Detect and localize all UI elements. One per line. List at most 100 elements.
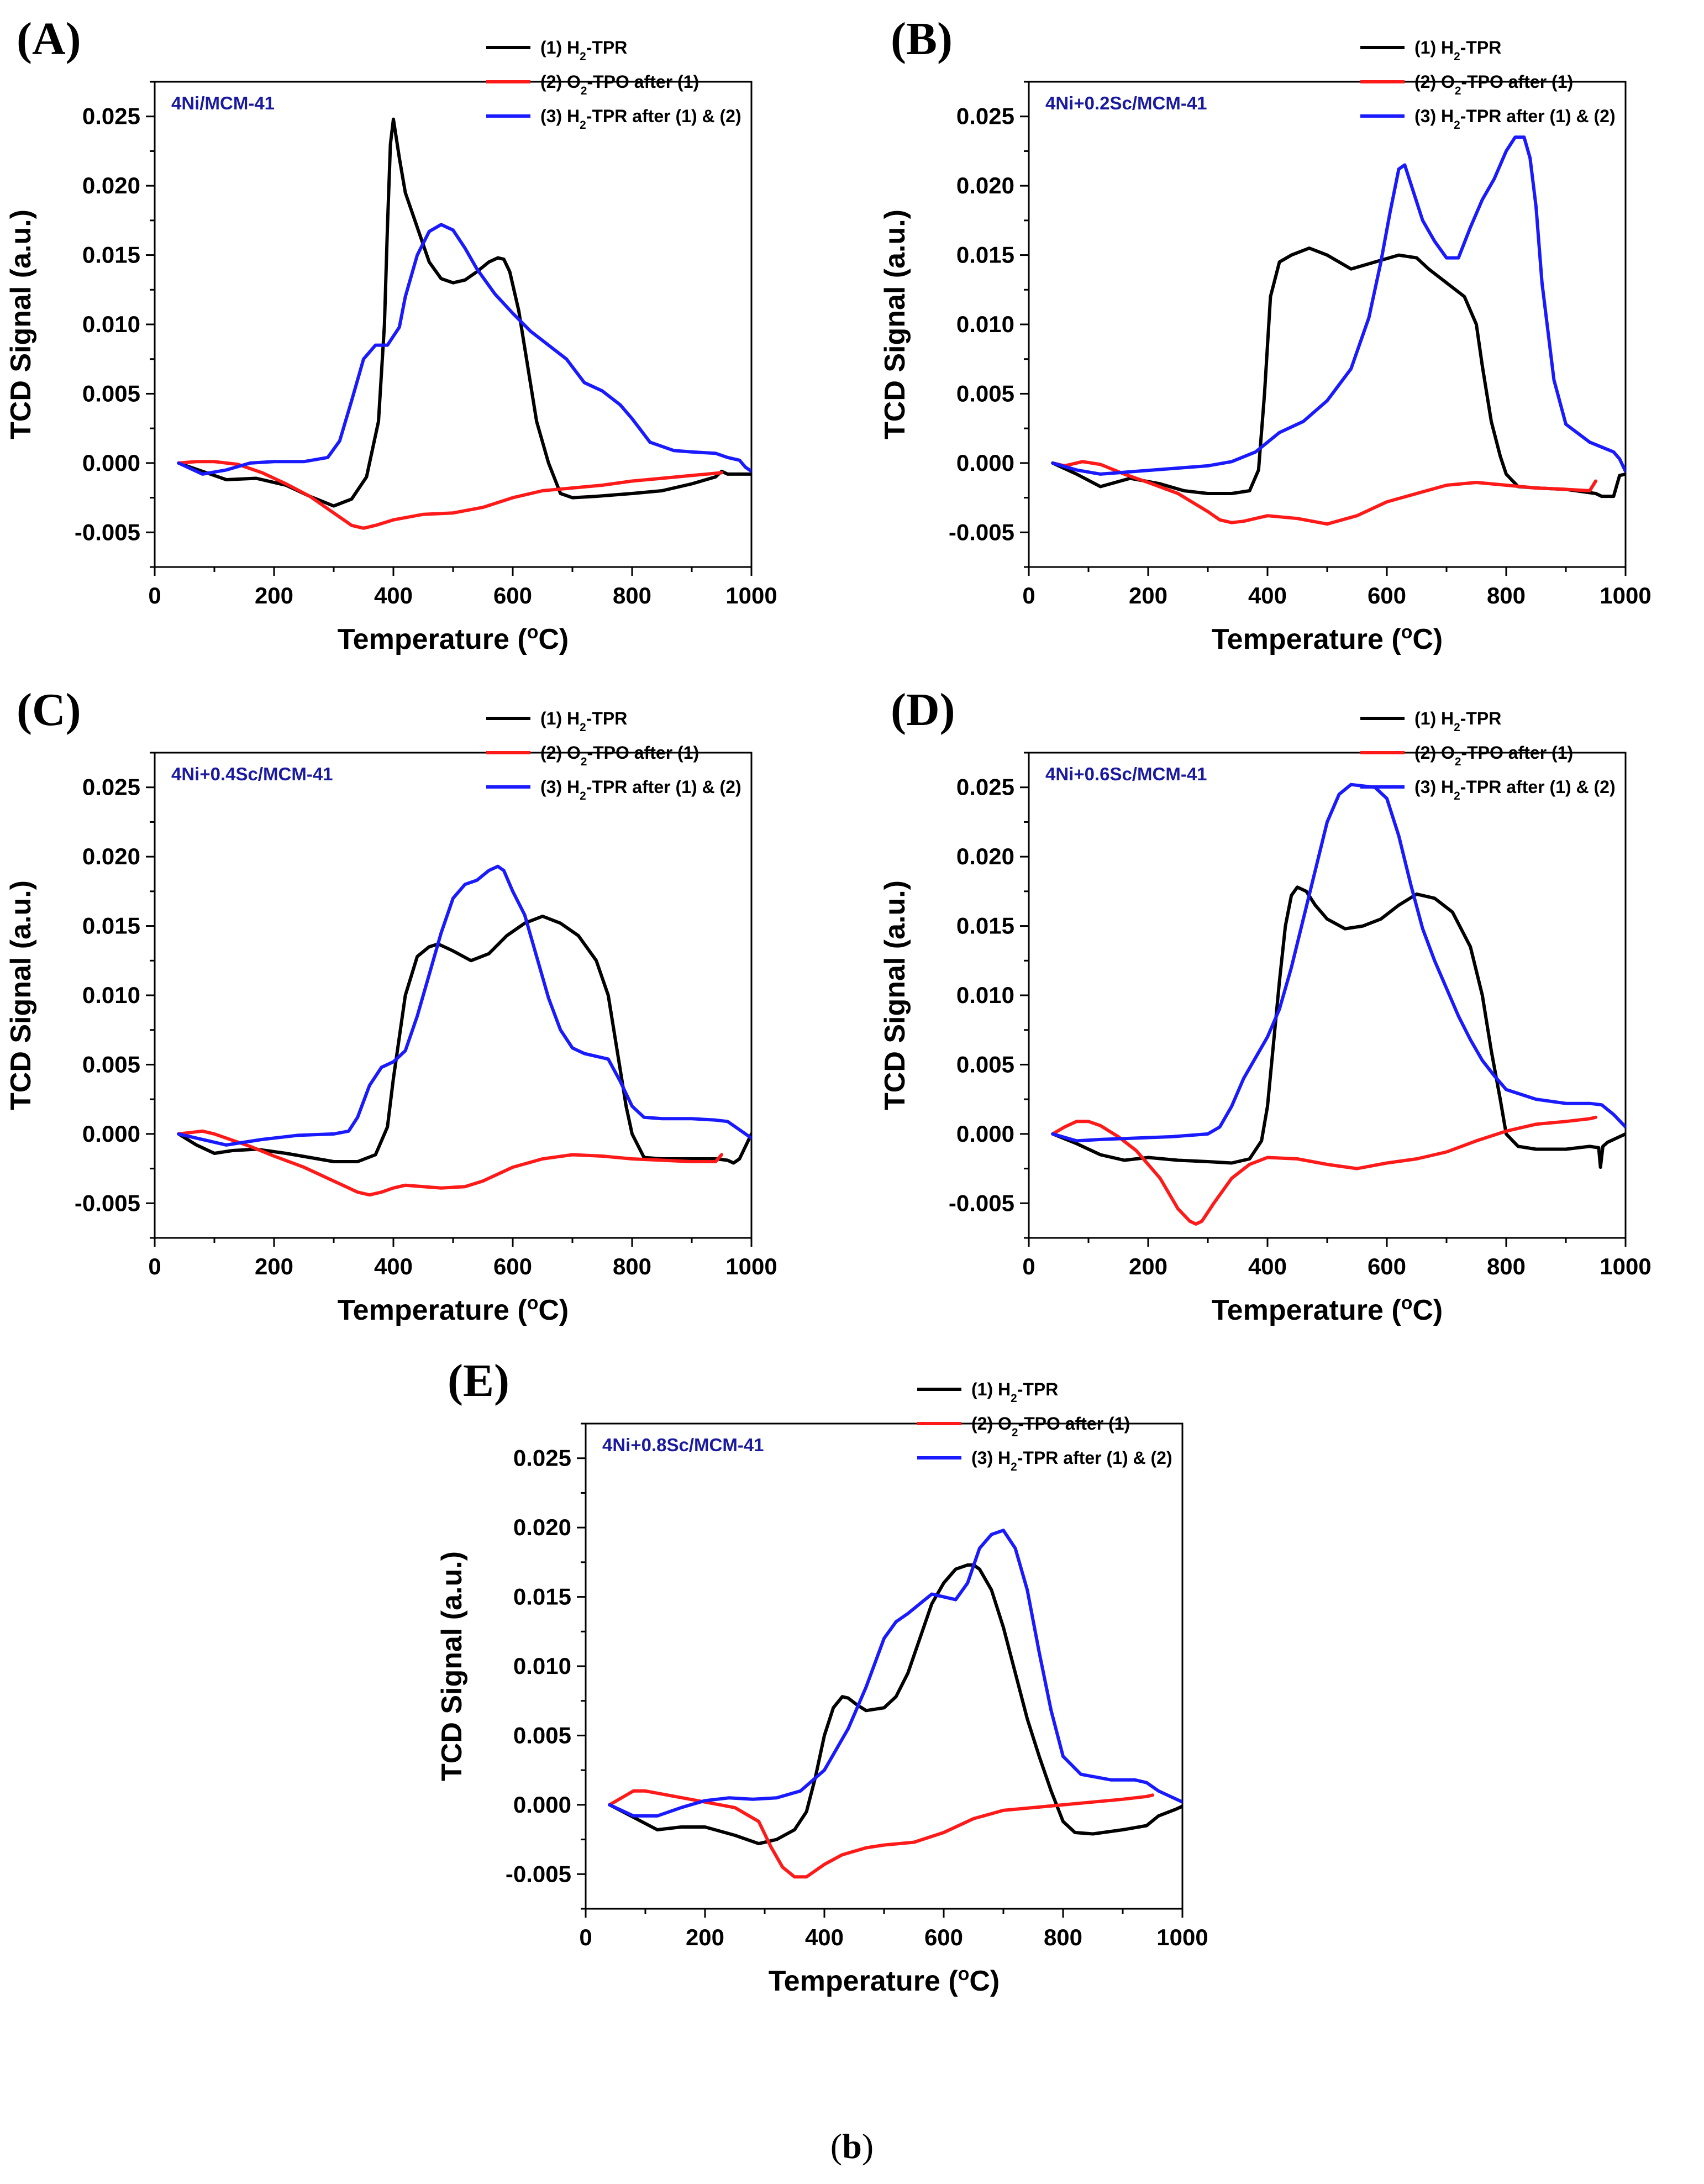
legend-label-h2_tpr_after: (3) H2-TPR after (1) & (2) <box>540 106 741 132</box>
series-line-h2_tpr_after <box>177 864 751 1147</box>
legend-label-h2_tpr: (1) H2-TPR <box>1414 708 1501 734</box>
x-tick-label: 600 <box>493 582 532 608</box>
x-tick-label: 200 <box>686 1924 724 1950</box>
plot-frame <box>154 81 753 568</box>
x-axis-title: Temperature (oC) <box>1212 622 1443 655</box>
y-tick-label: 0.010 <box>82 311 140 337</box>
y-tick-label: 0.000 <box>513 1792 571 1818</box>
series-line-o2_tpo <box>177 460 723 530</box>
series-line-h2_tpr <box>1051 885 1626 1169</box>
y-tick-label: 0.025 <box>82 774 140 800</box>
y-tick-label: 0.010 <box>513 1653 571 1679</box>
legend-label-h2_tpr_after: (3) H2-TPR after (1) & (2) <box>1414 106 1616 132</box>
legend-label-o2_tpo: (2) O2-TPO after (1) <box>1414 743 1573 768</box>
x-tick-label: 400 <box>805 1924 844 1950</box>
x-tick-label: 800 <box>1487 582 1526 608</box>
y-axis-title: TCD Signal (a.u.) <box>436 1551 468 1781</box>
y-tick-label: 0.020 <box>956 172 1014 198</box>
series-line-h2_tpr <box>1051 246 1626 498</box>
legend-label-o2_tpo: (2) O2-TPO after (1) <box>1414 72 1573 97</box>
x-tick-label: 0 <box>148 582 161 608</box>
y-tick-label: -0.005 <box>75 1190 140 1216</box>
x-tick-label: 0 <box>148 1253 161 1279</box>
y-tick-label: 0.020 <box>82 843 140 869</box>
chart-panel-e: (E) -0.005 0.000 0.005 0.010 0.015 0.020 0.025 0… <box>436 1355 1208 1997</box>
series-line-h2_tpr_after <box>177 223 751 476</box>
panel-letter: (B) <box>891 13 953 65</box>
y-tick-label: 0.005 <box>82 380 140 406</box>
x-tick-label: 400 <box>1248 1253 1287 1279</box>
plot-frame <box>154 752 753 1239</box>
x-tick-label: 1000 <box>1156 1924 1208 1950</box>
chart-panel-b: (B) -0.005 0.000 0.005 0.010 0.015 0.020 0.025 0… <box>879 13 1652 655</box>
y-tick-label: -0.005 <box>949 1190 1014 1216</box>
series-line-o2_tpo <box>1051 1115 1597 1226</box>
x-tick-label: 0 <box>579 1924 592 1950</box>
chart-panel-d: (D) -0.005 0.000 0.005 0.010 0.015 0.020 0.025 0… <box>879 684 1652 1326</box>
x-axis-title: Temperature (oC) <box>338 1293 569 1326</box>
x-tick-label: 400 <box>374 1253 413 1279</box>
chart-panel-c: (C) -0.005 0.000 0.005 0.010 0.015 0.020 0.025 0… <box>5 684 777 1326</box>
legend-label-h2_tpr_after: (3) H2-TPR after (1) & (2) <box>1414 777 1616 802</box>
x-tick-label: 400 <box>1248 582 1287 608</box>
y-tick-label: 0.020 <box>82 172 140 198</box>
y-axis-title: TCD Signal (a.u.) <box>879 880 911 1110</box>
x-tick-label: 800 <box>613 582 651 608</box>
y-tick-label: 0.005 <box>956 1051 1014 1077</box>
y-tick-label: 0.025 <box>956 103 1014 129</box>
y-tick-label: 0.015 <box>956 242 1014 268</box>
legend-label-h2_tpr_after: (3) H2-TPR after (1) & (2) <box>971 1448 1172 1473</box>
sample-label: 4Ni+0.2Sc/MCM-41 <box>1045 93 1207 113</box>
x-axis-title: Temperature (oC) <box>1212 1293 1443 1326</box>
y-tick-label: 0.020 <box>513 1514 571 1540</box>
sample-label: 4Ni+0.4Sc/MCM-41 <box>171 764 333 784</box>
legend-label-o2_tpo: (2) O2-TPO after (1) <box>540 72 699 97</box>
y-axis-title: TCD Signal (a.u.) <box>5 880 37 1110</box>
legend-label-h2_tpr: (1) H2-TPR <box>1414 38 1501 63</box>
legend-label-h2_tpr_after: (3) H2-TPR after (1) & (2) <box>540 777 741 802</box>
y-tick-label: 0.000 <box>956 450 1014 476</box>
sample-label: 4Ni/MCM-41 <box>171 93 275 113</box>
y-axis-title: TCD Signal (a.u.) <box>5 209 37 439</box>
x-tick-label: 600 <box>493 1253 532 1279</box>
y-tick-label: 0.010 <box>956 982 1014 1008</box>
legend-label-h2_tpr: (1) H2-TPR <box>540 708 627 734</box>
x-axis-title: Temperature (oC) <box>338 622 569 655</box>
y-tick-label: 0.015 <box>513 1584 571 1610</box>
x-tick-label: 600 <box>924 1924 963 1950</box>
x-tick-label: 0 <box>1022 1253 1035 1279</box>
x-tick-label: 800 <box>1487 1253 1526 1279</box>
x-tick-label: 800 <box>1044 1924 1082 1950</box>
y-tick-label: 0.005 <box>82 1051 140 1077</box>
y-tick-label: 0.000 <box>956 1121 1014 1147</box>
panel-letter: (C) <box>17 684 81 736</box>
y-tick-label: 0.025 <box>513 1445 571 1471</box>
panel-letter: (A) <box>17 13 81 65</box>
y-tick-label: 0.000 <box>82 450 140 476</box>
series-line-h2_tpr <box>177 117 751 508</box>
series-line-o2_tpo <box>608 1789 1154 1879</box>
x-tick-label: 1000 <box>725 582 777 608</box>
plot-frame <box>585 1422 1184 1910</box>
x-tick-label: 1000 <box>725 1253 777 1279</box>
x-tick-label: 200 <box>1129 1253 1167 1279</box>
legend-label-h2_tpr: (1) H2-TPR <box>971 1379 1058 1405</box>
legend-label-o2_tpo: (2) O2-TPO after (1) <box>540 743 699 768</box>
y-tick-label: 0.005 <box>513 1722 571 1748</box>
x-tick-label: 0 <box>1022 582 1035 608</box>
y-tick-label: 0.015 <box>956 913 1014 939</box>
y-tick-label: -0.005 <box>506 1861 571 1887</box>
sample-label: 4Ni+0.8Sc/MCM-41 <box>602 1435 764 1455</box>
series-line-o2_tpo <box>177 1129 723 1197</box>
x-tick-label: 1000 <box>1600 1253 1651 1279</box>
y-tick-label: 0.010 <box>956 311 1014 337</box>
y-tick-label: 0.010 <box>82 982 140 1008</box>
x-tick-label: 200 <box>1129 582 1167 608</box>
x-axis-title: Temperature (oC) <box>769 1964 1000 1997</box>
legend-label-h2_tpr: (1) H2-TPR <box>540 38 627 63</box>
x-tick-label: 200 <box>255 1253 293 1279</box>
x-tick-label: 800 <box>613 1253 651 1279</box>
x-tick-label: 600 <box>1368 582 1406 608</box>
legend-label-o2_tpo: (2) O2-TPO after (1) <box>971 1414 1130 1439</box>
